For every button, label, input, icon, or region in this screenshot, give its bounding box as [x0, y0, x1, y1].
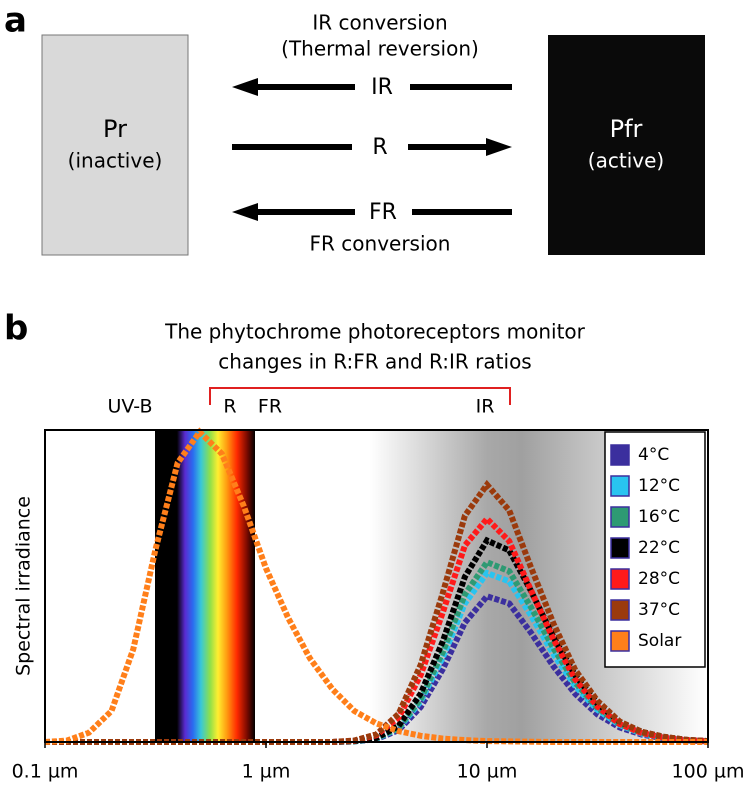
legend-label: 28°C [638, 569, 680, 589]
panel-label: a [4, 1, 27, 41]
box-name: Pr [103, 115, 127, 143]
band-label: FR [258, 396, 282, 418]
legend-swatch [610, 475, 630, 497]
arrow-label: FR [369, 200, 397, 225]
legend-label: 16°C [638, 507, 680, 527]
caption: FR conversion [310, 232, 451, 256]
bracket [209, 387, 511, 405]
plot-frame [44, 429, 709, 743]
x-tick-label: 1 µm [242, 761, 291, 783]
legend-swatch [610, 630, 630, 652]
chart-title: The phytochrome photoreceptors monitor [164, 320, 586, 344]
pfr-box [548, 35, 705, 255]
arrow-label: R [372, 135, 387, 160]
caption: IR conversion [312, 11, 447, 35]
legend-swatch [610, 599, 630, 621]
box-name: Pfr [610, 115, 643, 143]
panel-label: b [4, 309, 28, 349]
x-tick-label: 0.1 µm [12, 761, 79, 783]
x-tick-label: 100 µm [672, 761, 745, 783]
legend-swatch [610, 444, 630, 466]
band-label: R [223, 396, 236, 418]
legend-swatch [610, 568, 630, 590]
legend-label: 4°C [638, 445, 669, 465]
box-state: (active) [588, 149, 664, 173]
box-state: (inactive) [68, 149, 163, 173]
legend-label: 37°C [638, 600, 680, 620]
y-axis-label: Spectral irradiance [13, 496, 35, 676]
band-label: UV-B [107, 396, 152, 418]
legend-label: 12°C [638, 476, 680, 496]
spectrum-band [155, 431, 255, 741]
legend-label: 22°C [638, 538, 680, 558]
band-label: IR [476, 396, 495, 418]
arrow [232, 78, 512, 221]
series-line [45, 479, 709, 745]
legend-swatch [610, 537, 630, 559]
chart-title: changes in R:FR and R:IR ratios [218, 350, 531, 374]
legend-swatch [610, 506, 630, 528]
pr-box [41, 34, 189, 256]
caption: (Thermal reversion) [281, 37, 479, 61]
arrow-label: IR [371, 75, 393, 100]
legend-label: Solar [638, 631, 681, 651]
x-tick-label: 10 µm [457, 761, 518, 783]
